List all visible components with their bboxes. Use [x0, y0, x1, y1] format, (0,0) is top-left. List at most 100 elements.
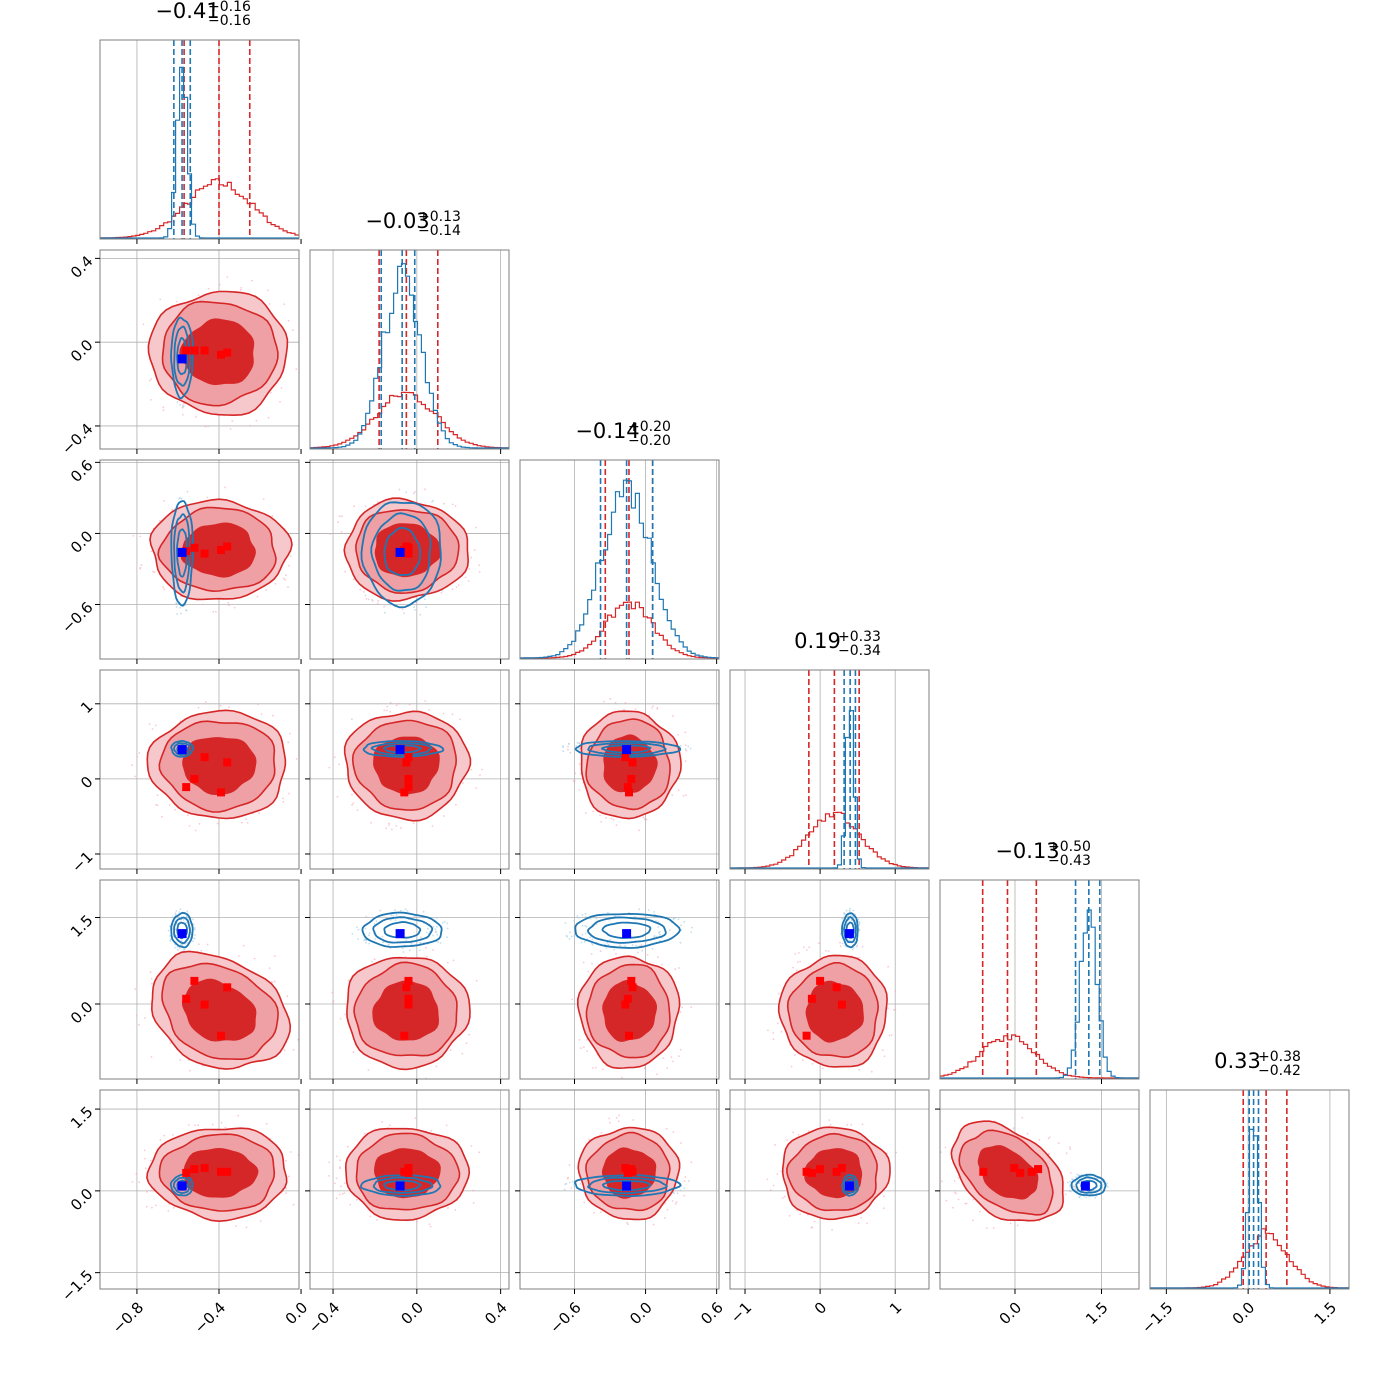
panel-3-1: [305, 669, 510, 874]
y-tick-label: 0.0: [67, 1185, 97, 1215]
red-marker: [217, 1031, 225, 1040]
sample-point: [404, 908, 407, 911]
x-tick-label: −0.4: [305, 1299, 343, 1337]
sample-point: [179, 606, 182, 609]
red-marker: [223, 983, 232, 992]
panel-title-minus: −0.42: [1258, 1063, 1301, 1079]
panel-frame: [99, 459, 300, 660]
sample-point: [621, 1076, 623, 1079]
y-tick-label: 0.4: [67, 252, 97, 282]
sample-point: [176, 946, 179, 948]
sample-point: [138, 1181, 141, 1184]
contour-blue-outer: [170, 316, 194, 400]
sample-point: [282, 577, 285, 580]
sample-point: [664, 1202, 666, 1205]
sample-point: [569, 931, 571, 934]
x-tick-label: 0.6: [697, 1299, 727, 1329]
panel-content: [520, 460, 719, 659]
sample-point: [175, 300, 178, 303]
sample-point: [634, 708, 637, 710]
sample-point: [182, 413, 184, 416]
sample-point: [198, 823, 201, 825]
sample-point: [473, 549, 476, 551]
histogram-blue: [730, 710, 929, 869]
sample-point: [1069, 1186, 1072, 1188]
sample-point: [957, 1198, 960, 1201]
sample-point: [159, 520, 161, 522]
sample-point: [328, 1175, 330, 1177]
sample-point: [679, 1048, 682, 1051]
sample-point: [377, 600, 380, 602]
sample-point: [1038, 1139, 1041, 1141]
panel-content: [100, 460, 299, 659]
contour-blue-mid: [372, 1176, 434, 1194]
sample-point: [839, 933, 842, 935]
red-marker: [623, 783, 632, 792]
sample-point: [467, 580, 470, 582]
sample-point: [174, 808, 177, 811]
sample-point: [585, 925, 588, 928]
sample-point: [305, 1163, 307, 1165]
sample-point: [567, 1176, 569, 1179]
sample-point: [255, 419, 258, 422]
sample-point: [395, 824, 398, 827]
sample-point: [440, 592, 443, 594]
sample-point: [178, 497, 181, 500]
sample-point: [228, 706, 230, 709]
panel-content: [100, 250, 299, 449]
red-marker: [1016, 1168, 1025, 1177]
sample-point: [381, 935, 384, 938]
panel-title-plus: +0.20: [628, 419, 671, 435]
x-tick-label: −1: [727, 1299, 755, 1327]
sample-point: [388, 824, 390, 826]
sample-point: [651, 707, 653, 709]
sample-point: [285, 1187, 287, 1190]
red-marker: [223, 348, 232, 357]
contour-red-inner: [181, 978, 257, 1042]
sample-point: [810, 1226, 813, 1229]
sample-point: [175, 910, 178, 912]
sample-point: [363, 1132, 366, 1135]
sample-point: [659, 931, 661, 933]
sample-point: [352, 1051, 355, 1054]
sample-point: [607, 943, 610, 946]
sample-point: [1012, 1127, 1015, 1130]
sample-point: [237, 1114, 240, 1117]
sample-point: [605, 816, 607, 819]
sample-point: [691, 926, 693, 929]
panel-2-2: −0.14+0.20−0.20: [519, 419, 720, 664]
panel-2-0: 0.6 0.0 −0.6: [58, 456, 302, 664]
panel-5-0: −0.8 −0.4 0.01.50.0−1.5: [58, 1089, 311, 1337]
sample-point: [579, 1183, 582, 1185]
sample-point: [849, 910, 851, 913]
sample-point: [562, 745, 564, 747]
sample-point: [613, 948, 616, 951]
sample-point: [416, 1220, 418, 1223]
sample-point: [451, 503, 454, 506]
sample-point: [583, 1201, 586, 1204]
contour-blue-mid: [370, 512, 432, 592]
y-tick-label: −1.5: [58, 1266, 96, 1304]
sample-point: [644, 1067, 647, 1070]
sample-point: [1069, 1172, 1072, 1174]
sample-point: [212, 610, 215, 613]
contour-blue-inner: [601, 921, 652, 939]
sample-point: [205, 701, 207, 703]
sample-point: [399, 827, 402, 829]
panel-content: [1150, 1090, 1349, 1289]
sample-point: [1064, 1193, 1067, 1196]
sample-point: [798, 952, 800, 954]
sample-point: [584, 915, 587, 918]
sample-point: [674, 1203, 677, 1205]
panel-content: [940, 1090, 1139, 1289]
sample-point: [167, 1210, 170, 1212]
sample-point: [169, 940, 172, 942]
sample-point: [364, 594, 367, 597]
sample-point: [653, 935, 656, 937]
contour-blue-outer: [359, 1174, 442, 1197]
sample-point: [405, 491, 408, 494]
panel-frame: [729, 669, 930, 870]
sample-point: [894, 990, 897, 992]
red-marker: [200, 753, 209, 762]
sample-point: [414, 491, 416, 493]
